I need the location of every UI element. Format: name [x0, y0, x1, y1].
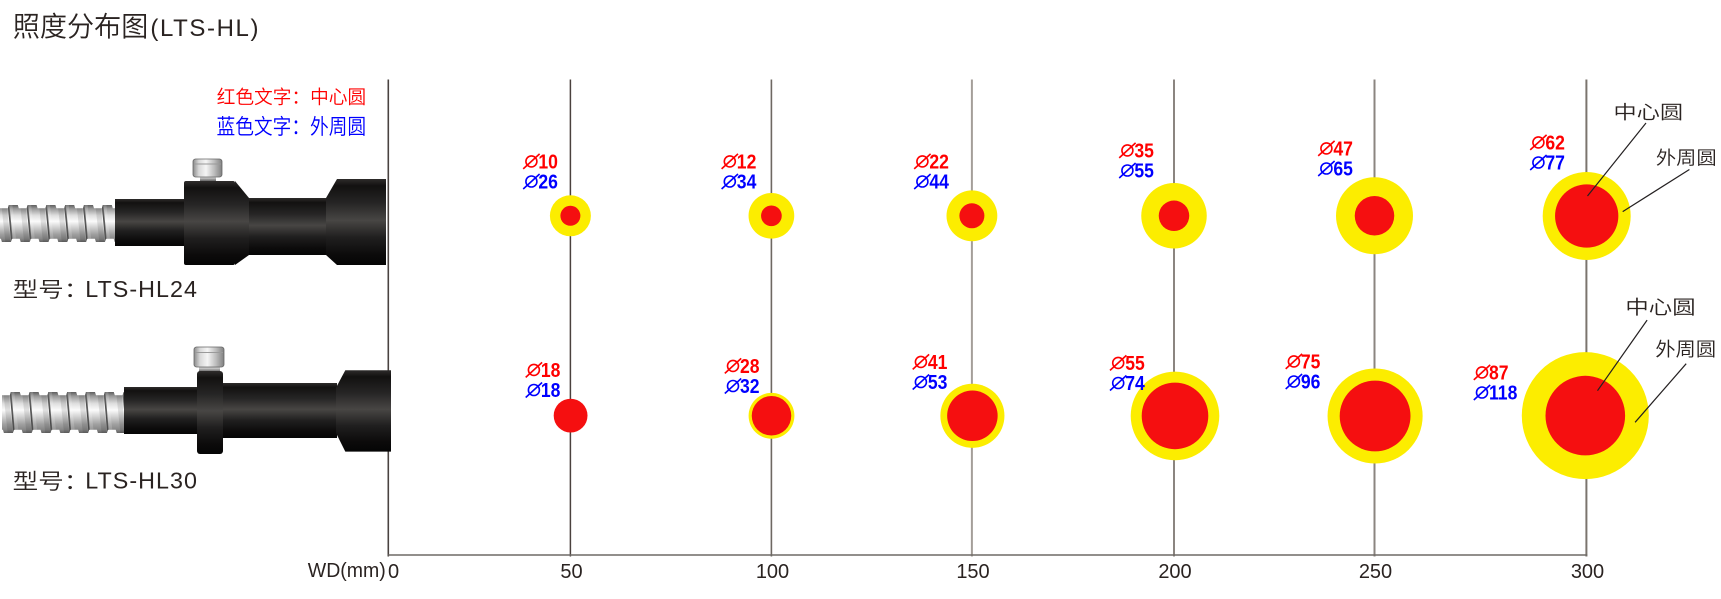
svg-text:200: 200: [1158, 561, 1191, 583]
svg-text:55: 55: [1134, 160, 1154, 182]
svg-text:35: 35: [1134, 140, 1154, 162]
svg-text:300: 300: [1571, 561, 1604, 583]
svg-text:74: 74: [1125, 372, 1145, 394]
svg-text:118: 118: [1489, 382, 1517, 404]
svg-text:18: 18: [541, 359, 561, 381]
svg-text:18: 18: [541, 379, 561, 401]
svg-text:87: 87: [1489, 362, 1509, 384]
svg-text:22: 22: [929, 151, 949, 173]
svg-text:0: 0: [388, 561, 399, 583]
svg-text:41: 41: [928, 351, 948, 373]
svg-text:62: 62: [1545, 132, 1565, 154]
svg-text:250: 250: [1359, 561, 1392, 583]
svg-text:150: 150: [956, 561, 989, 583]
svg-text:34: 34: [737, 171, 757, 193]
svg-text:44: 44: [929, 171, 949, 193]
svg-text:65: 65: [1333, 158, 1353, 180]
svg-text:75: 75: [1301, 351, 1321, 373]
svg-text:77: 77: [1545, 152, 1565, 174]
svg-text:(LTS-HL): (LTS-HL): [150, 15, 260, 42]
svg-text:55: 55: [1125, 352, 1145, 374]
svg-text:LTS-HL30: LTS-HL30: [85, 467, 198, 493]
svg-text:96: 96: [1301, 371, 1321, 393]
svg-text:100: 100: [756, 561, 789, 583]
svg-text:50: 50: [560, 561, 582, 583]
svg-text:12: 12: [737, 151, 757, 173]
svg-text:LTS-HL24: LTS-HL24: [85, 276, 198, 302]
svg-text:47: 47: [1333, 138, 1353, 160]
svg-text:32: 32: [740, 375, 760, 397]
svg-text:WD(mm): WD(mm): [308, 560, 386, 582]
svg-text:53: 53: [928, 371, 948, 393]
svg-text:28: 28: [740, 355, 760, 377]
svg-text:26: 26: [538, 171, 558, 193]
svg-text:10: 10: [538, 151, 558, 173]
